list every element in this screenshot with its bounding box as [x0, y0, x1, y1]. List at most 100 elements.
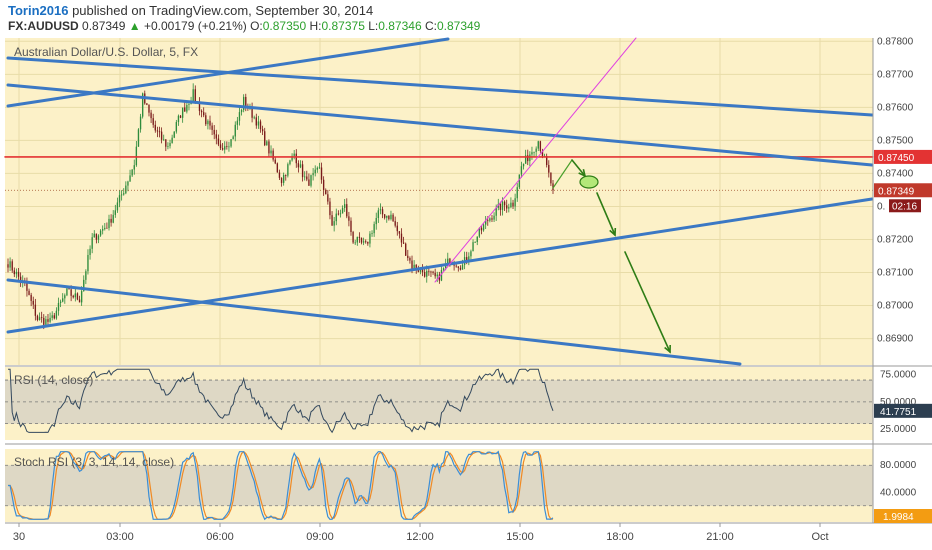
candle-body [280, 177, 283, 183]
price-axis[interactable]: 0.87800 0.87700 0.87600 0.87500 0.87400 0. 0.8… [874, 36, 932, 345]
candle-body [219, 144, 222, 149]
candle-body [495, 207, 497, 216]
candle-body [209, 120, 211, 126]
candle-body [537, 141, 539, 149]
candle-body [550, 172, 552, 184]
candle-body [129, 175, 131, 182]
trend-drawings [4, 37, 874, 366]
candle-body [108, 218, 110, 229]
candle-body [272, 150, 274, 160]
candle-body [259, 121, 262, 130]
candle-body [200, 110, 203, 113]
candle-body [512, 202, 514, 207]
target-ellipse [579, 175, 599, 189]
candle-body [474, 242, 476, 243]
candle-body [436, 274, 438, 277]
candle-body [522, 163, 525, 167]
candle-body [426, 270, 428, 277]
author-name[interactable]: Torin2016 [8, 3, 69, 18]
middle-channel-line [6, 83, 874, 167]
candle-body [285, 174, 287, 176]
candle-body [70, 289, 72, 296]
candle-body [198, 101, 201, 111]
stoch-value-tag [874, 509, 932, 523]
candle-body [388, 215, 390, 220]
candle-body [274, 159, 276, 164]
candle-body [38, 317, 41, 321]
candle-body [468, 256, 470, 261]
candle-body [66, 288, 68, 296]
open-value: 0.87350 [262, 19, 307, 33]
last-price-tag [874, 183, 932, 198]
candle-body [36, 315, 39, 321]
candle-body [207, 120, 209, 125]
candle-body [28, 290, 30, 295]
candle-body [224, 146, 226, 150]
candle-body [514, 198, 516, 207]
candle-body [510, 202, 512, 208]
candle-body [396, 225, 398, 232]
candle-body [419, 268, 422, 272]
candle-body [15, 271, 18, 275]
resistance-price-tag [874, 149, 932, 164]
projection-up-segment [552, 159, 573, 189]
price-axis-label: 0.87100 [877, 268, 914, 279]
candle-body [362, 241, 365, 243]
candle-body [141, 93, 144, 117]
candle-body [80, 291, 83, 303]
candle-body [43, 317, 45, 325]
candle-body [356, 236, 358, 243]
candle-body [104, 227, 106, 230]
rsi-value-label: 41.7751 [880, 407, 917, 418]
candle-body [402, 242, 405, 244]
candle-body [278, 172, 281, 178]
candle-body [118, 195, 121, 203]
candle-body [533, 151, 535, 153]
time-axis-label: 03:00 [106, 531, 134, 543]
candle-body [242, 96, 245, 110]
candle-body [114, 210, 116, 215]
projection-arrow-3-head [664, 344, 671, 354]
candle-body [325, 190, 327, 195]
candle-body [346, 204, 348, 217]
time-axis[interactable]: 30 03:00 06:00 09:00 12:00 15:00 18:00 21:00 Oct [13, 523, 829, 543]
time-axis-label: 15:00 [506, 531, 534, 543]
candle-body [268, 141, 270, 154]
candle-body [318, 167, 321, 169]
last-price-label: 0.87349 [878, 186, 915, 197]
candle-body [68, 288, 70, 290]
open-label: O: [250, 19, 263, 33]
candle-body [78, 299, 81, 303]
candle-body [221, 148, 224, 150]
candle-body [428, 270, 430, 272]
rsi-value-tag [874, 403, 932, 418]
high-value: 0.87375 [321, 19, 365, 33]
candle-body [217, 138, 220, 145]
candle-body [343, 204, 346, 209]
candle-body [55, 310, 58, 319]
candle-body [322, 179, 325, 191]
price-axis-label: 0.87600 [877, 102, 914, 113]
time-axis-label: 06:00 [206, 531, 234, 543]
candle-body [89, 248, 91, 255]
candle-body [459, 267, 462, 270]
candle-body [518, 174, 521, 188]
candle-body [175, 122, 178, 132]
candle-body [383, 214, 386, 218]
candle-body [390, 214, 392, 220]
close-value: 0.87349 [436, 19, 481, 33]
candle-body [264, 131, 266, 146]
candle-body [506, 205, 508, 209]
stoch-axis[interactable]: 80.0000 40.0000 1.9984 [874, 460, 932, 523]
rsi-title: RSI (14, close) [14, 373, 93, 387]
rsi-axis[interactable]: 75.0000 50.0000 25.0000 41.7751 [874, 370, 932, 435]
candle-body [261, 129, 264, 132]
low-value: 0.87346 [378, 19, 422, 33]
projection-arrow-3 [624, 251, 671, 353]
candle-body [211, 125, 213, 130]
candle-body [379, 209, 382, 211]
candle-body [381, 209, 384, 215]
candle-body [163, 139, 165, 141]
candle-body [59, 301, 62, 304]
